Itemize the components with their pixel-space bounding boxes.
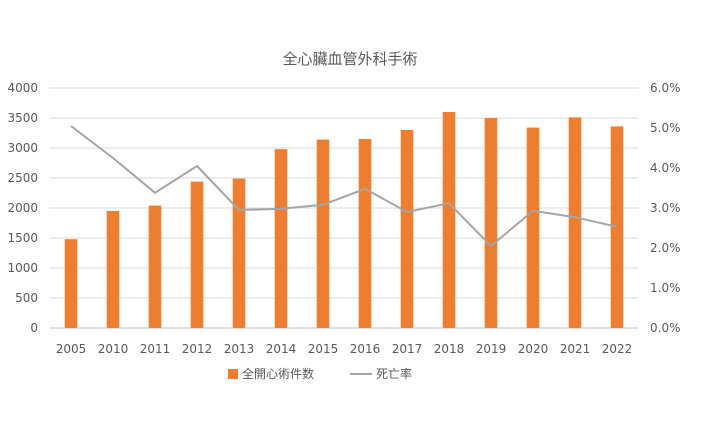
y-left-tick-label: 3500	[7, 111, 38, 125]
chart-title: 全心臟血管外科手術	[282, 50, 417, 68]
mortality-line	[70, 125, 618, 247]
x-tick-label: 2005	[56, 342, 87, 356]
y-right-tick-label: 5.0%	[650, 121, 681, 135]
bar	[358, 139, 372, 328]
y-axis-left: 0 500 1000 1500 2000 2500 3000 3500 4000	[7, 81, 38, 335]
y-right-tick-label: 3.0%	[650, 201, 681, 215]
x-tick-label: 2011	[140, 342, 171, 356]
legend: 全開心術件数 死亡率	[228, 366, 412, 381]
y-left-tick-label: 2500	[7, 171, 38, 185]
legend-line-label: 死亡率	[376, 366, 412, 381]
y-right-tick-label: 0.0%	[650, 321, 681, 335]
bar	[232, 178, 246, 328]
x-tick-label: 2020	[518, 342, 549, 356]
y-left-tick-label: 4000	[7, 81, 38, 95]
bar	[400, 130, 414, 328]
bar	[568, 117, 582, 329]
y-axis-right: 0.0% 1.0% 2.0% 3.0% 4.0% 5.0% 6.0%	[650, 81, 681, 335]
bar	[610, 126, 624, 329]
bar	[148, 205, 162, 328]
y-left-tick-label: 0	[30, 321, 38, 335]
line-series	[70, 125, 618, 247]
bar-series	[64, 112, 624, 329]
bar	[64, 239, 78, 328]
legend-bar-label: 全開心術件数	[242, 366, 314, 381]
bar	[442, 112, 456, 328]
x-tick-label: 2013	[224, 342, 255, 356]
x-tick-label: 2010	[98, 342, 129, 356]
bar	[526, 127, 540, 328]
x-tick-label: 2014	[266, 342, 297, 356]
x-tick-label: 2017	[392, 342, 423, 356]
gridlines	[50, 87, 638, 329]
y-left-tick-label: 1000	[7, 261, 38, 275]
x-tick-label: 2019	[476, 342, 507, 356]
x-axis: 2005 2010 2011 2012 2013 2014 2015 2016 2017 2018…	[56, 342, 633, 356]
x-tick-label: 2012	[182, 342, 213, 356]
bar	[190, 181, 204, 328]
y-left-tick-label: 2000	[7, 201, 38, 215]
y-left-tick-label: 3000	[7, 141, 38, 155]
y-right-tick-label: 2.0%	[650, 241, 681, 255]
y-right-tick-label: 4.0%	[650, 161, 681, 175]
x-tick-label: 2022	[602, 342, 633, 356]
bar	[316, 139, 330, 328]
x-tick-label: 2018	[434, 342, 465, 356]
bar	[274, 149, 288, 328]
legend-bar-swatch	[228, 369, 238, 379]
y-right-tick-label: 1.0%	[650, 281, 681, 295]
x-tick-label: 2015	[308, 342, 339, 356]
y-right-tick-label: 6.0%	[650, 81, 681, 95]
bar	[484, 118, 498, 328]
x-tick-label: 2021	[560, 342, 591, 356]
x-tick-label: 2016	[350, 342, 381, 356]
y-left-tick-label: 500	[15, 291, 38, 305]
bar	[106, 211, 120, 328]
y-left-tick-label: 1500	[7, 231, 38, 245]
